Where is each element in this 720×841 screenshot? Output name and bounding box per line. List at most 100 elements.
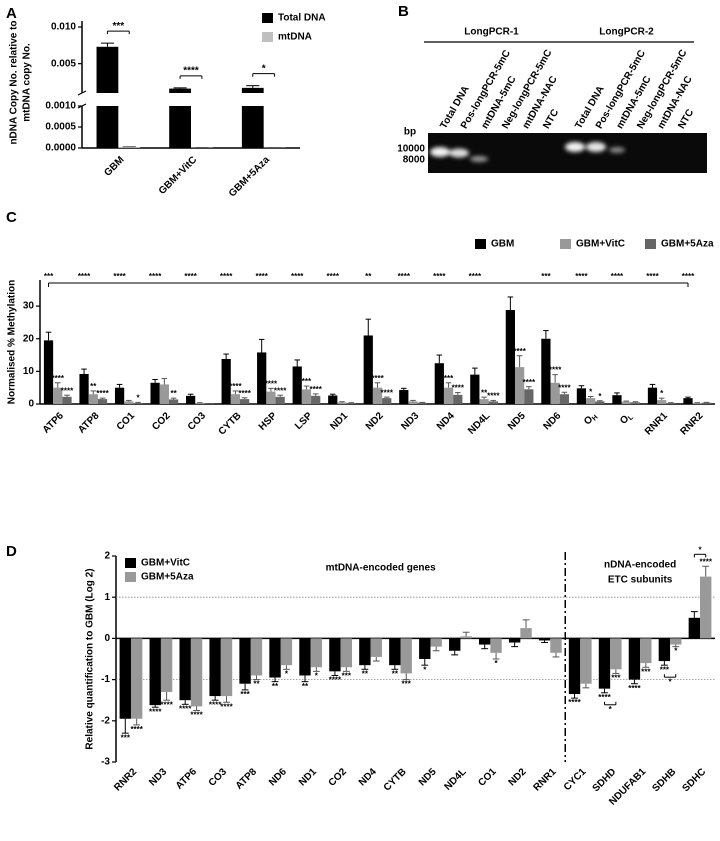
bar xyxy=(292,366,302,404)
y-axis-label: nDNA Copy No. relative to xyxy=(9,20,20,144)
comparison-label: **** xyxy=(398,272,411,281)
gel-image xyxy=(428,133,707,173)
bar xyxy=(505,310,515,404)
significance-label: * xyxy=(495,659,499,668)
significance-label: **** xyxy=(274,386,287,395)
bar xyxy=(340,638,353,668)
bar xyxy=(359,638,371,666)
bar xyxy=(621,401,631,404)
bar xyxy=(53,387,63,404)
significance-label: ** xyxy=(272,682,279,691)
significance-label: **** xyxy=(549,366,562,375)
x-tick-label-text: ND4L xyxy=(466,410,492,436)
x-tick-label-text: ND2 xyxy=(506,766,528,788)
legend-label: GBM xyxy=(491,239,514,250)
bar xyxy=(190,638,203,707)
x-tick-label-text: SDHB xyxy=(650,766,678,794)
bar xyxy=(299,638,311,676)
x-tick-label: GBM+VitC xyxy=(157,154,199,196)
x-tick-label: ND2 xyxy=(506,766,528,788)
bar xyxy=(280,638,293,666)
x-tick-label-text: ND1 xyxy=(328,410,350,432)
legend-label: GBM+5Aza xyxy=(661,239,714,250)
y-tick-label: 0.005 xyxy=(51,58,76,69)
x-tick-label-text: ND3 xyxy=(147,766,169,788)
bar xyxy=(250,638,263,676)
significance-label: **** xyxy=(209,700,222,709)
x-tick-label-text: CO3 xyxy=(186,410,209,433)
x-tick-label-text: ND1 xyxy=(297,766,319,788)
x-tick-label: ND3 xyxy=(399,410,421,432)
x-tick-label: ATP8 xyxy=(233,766,259,792)
gel-band xyxy=(586,142,606,152)
comparison-label: **** xyxy=(469,272,482,281)
bar xyxy=(241,87,264,93)
bar xyxy=(311,395,321,404)
bar xyxy=(700,576,712,639)
gel-band xyxy=(470,156,488,162)
bar xyxy=(610,638,622,670)
bar xyxy=(692,403,702,404)
significance-label: ** xyxy=(481,388,488,397)
bar xyxy=(657,400,667,404)
bar xyxy=(389,638,401,666)
bar xyxy=(630,402,641,404)
y-tick-label: 1 xyxy=(104,592,110,603)
bar xyxy=(114,387,125,404)
comparison-label: **** xyxy=(113,272,126,281)
x-tick-label-text: GBM+VitC xyxy=(157,154,199,196)
x-tick-label-text: ND2 xyxy=(364,410,386,432)
x-tick-label-text: RNR1 xyxy=(531,766,558,793)
comparison-label: * xyxy=(669,677,673,686)
x-tick-label-text: ATP8 xyxy=(76,410,102,436)
legend-swatch xyxy=(125,572,136,582)
comparison-label: * xyxy=(262,63,266,74)
gel-group-label: LongPCR-1 xyxy=(464,27,519,38)
annotation: mtDNA-encoded genes xyxy=(326,563,436,574)
significance-label: * xyxy=(136,393,140,402)
x-tick-label-subscript: H xyxy=(591,414,600,423)
x-tick-label: ND6 xyxy=(541,410,563,432)
comparison-label: **** xyxy=(149,272,162,281)
y-tick-label: 0.010 xyxy=(51,22,76,33)
x-tick-label: HSP xyxy=(257,410,280,433)
significance-label: **** xyxy=(452,384,465,393)
significance-label: ** xyxy=(392,669,399,678)
bar xyxy=(640,638,652,664)
x-tick-label-text: ND3 xyxy=(399,410,421,432)
significance-label: **** xyxy=(558,383,571,392)
x-tick-label-text: CO1 xyxy=(114,410,137,433)
significance-label: *** xyxy=(444,374,454,383)
comparison-label: **** xyxy=(183,66,199,77)
comparison-label: **** xyxy=(646,272,659,281)
bar xyxy=(96,46,119,93)
comparison-label: **** xyxy=(220,272,233,281)
x-tick-label-text: LSP xyxy=(293,410,315,432)
significance-label: **** xyxy=(487,392,500,401)
bar xyxy=(449,638,461,651)
legend-swatch xyxy=(475,239,486,249)
significance-label: **** xyxy=(229,382,242,391)
bar xyxy=(301,389,312,404)
bar xyxy=(168,399,179,404)
x-tick-label-text: ND5 xyxy=(506,410,528,432)
y-tick-label: -1 xyxy=(101,674,110,685)
gel-band xyxy=(565,142,585,152)
legend-swatch xyxy=(262,32,273,42)
x-tick-label: ATP6 xyxy=(174,766,200,792)
significance-label: *** xyxy=(342,671,352,680)
bar xyxy=(179,638,191,701)
bar xyxy=(124,401,134,404)
bar xyxy=(241,106,264,148)
gel-band xyxy=(430,147,450,157)
bar xyxy=(470,374,480,404)
gel-band xyxy=(449,148,469,158)
significance-label: *** xyxy=(611,674,621,683)
comparison-label: **** xyxy=(433,272,446,281)
panel-letter: D xyxy=(6,543,17,560)
x-tick-label: RNR2 xyxy=(112,766,139,793)
significance-label: **** xyxy=(149,707,162,716)
comparison-label: ** xyxy=(365,272,372,281)
significance-label: **** xyxy=(523,378,536,387)
legend-swatch xyxy=(125,558,136,568)
